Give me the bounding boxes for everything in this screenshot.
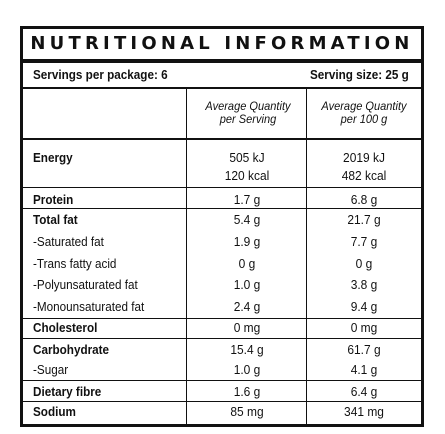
value-per-serving: 1.6 g bbox=[233, 384, 261, 399]
col-header-per-serving-line2: per Serving bbox=[219, 112, 277, 126]
value-per-serving: 0 mg bbox=[233, 320, 261, 335]
nutrient-name: Total fat bbox=[33, 212, 78, 227]
value-per-100g: 341 mg bbox=[344, 404, 384, 419]
col-header-per-100g: Average Quantity per 100 g bbox=[310, 100, 419, 126]
value-per-serving: 1.7 g bbox=[233, 192, 261, 207]
value-per-100g: 7.7 g bbox=[350, 234, 378, 249]
nutrient-name: Dietary fibre bbox=[33, 384, 102, 399]
value-per-100g: 4.1 g bbox=[350, 362, 378, 377]
nutrient-name: -Monounsaturated fat bbox=[33, 299, 145, 314]
value-per-serving: 1.0 g bbox=[233, 277, 261, 292]
column-divider-2 bbox=[306, 89, 307, 427]
value-per-100g: 61.7 g bbox=[347, 342, 381, 357]
value-per-serving: 1.9 g bbox=[233, 234, 261, 249]
nutrient-name: Carbohydrate bbox=[33, 342, 110, 357]
value-per-serving: 85 mg bbox=[230, 404, 264, 419]
servings-per-package: Servings per package: 6 bbox=[33, 67, 168, 82]
value-per-100g: 2019 kJ bbox=[343, 150, 385, 165]
value-per-serving: 120 kcal bbox=[224, 168, 270, 183]
title-rule bbox=[23, 59, 421, 63]
value-per-serving: 0 g bbox=[238, 256, 256, 271]
value-per-serving: 15.4 g bbox=[230, 342, 264, 357]
nutrient-name: -Polyunsaturated fat bbox=[33, 277, 138, 292]
value-per-100g: 482 kcal bbox=[341, 168, 387, 183]
row-separator bbox=[23, 338, 421, 339]
value-per-100g: 6.8 g bbox=[350, 192, 378, 207]
value-per-serving: 1.0 g bbox=[233, 362, 261, 377]
row-separator bbox=[23, 187, 421, 188]
value-per-serving: 2.4 g bbox=[233, 299, 261, 314]
value-per-100g: 0 mg bbox=[350, 320, 378, 335]
nutrient-name: Cholesterol bbox=[33, 320, 98, 335]
value-per-serving: 505 kJ bbox=[229, 150, 265, 165]
servings-rule bbox=[23, 87, 421, 89]
row-separator bbox=[23, 318, 421, 319]
nutrient-name: Sodium bbox=[33, 404, 76, 419]
value-per-100g: 3.8 g bbox=[350, 277, 378, 292]
value-per-100g: 6.4 g bbox=[350, 384, 378, 399]
value-per-100g: 0 g bbox=[355, 256, 373, 271]
row-separator bbox=[23, 208, 421, 209]
row-separator bbox=[23, 380, 421, 381]
value-per-100g: 9.4 g bbox=[350, 299, 378, 314]
header-rule bbox=[23, 138, 421, 140]
nutrient-name: -Trans fatty acid bbox=[33, 256, 117, 271]
serving-size: Serving size: 25 g bbox=[310, 67, 409, 82]
panel-title: NUTRITIONAL INFORMATION bbox=[30, 33, 414, 54]
column-divider-1 bbox=[186, 89, 187, 427]
col-header-per-serving-line1: Average Quantity bbox=[205, 99, 291, 113]
col-header-per-100g-line2: per 100 g bbox=[340, 112, 388, 126]
col-header-per-100g-line1: Average Quantity bbox=[321, 99, 407, 113]
nutrition-panel: NUTRITIONAL INFORMATION Servings per pac… bbox=[20, 26, 424, 427]
value-per-serving: 5.4 g bbox=[233, 212, 261, 227]
nutrient-name: Energy bbox=[33, 150, 73, 165]
nutrient-name: -Saturated fat bbox=[33, 234, 104, 249]
nutrient-name: -Sugar bbox=[33, 362, 69, 377]
row-separator bbox=[23, 401, 421, 402]
value-per-100g: 21.7 g bbox=[347, 212, 381, 227]
col-header-per-serving: Average Quantity per Serving bbox=[194, 100, 303, 126]
nutrient-name: Protein bbox=[33, 192, 74, 207]
